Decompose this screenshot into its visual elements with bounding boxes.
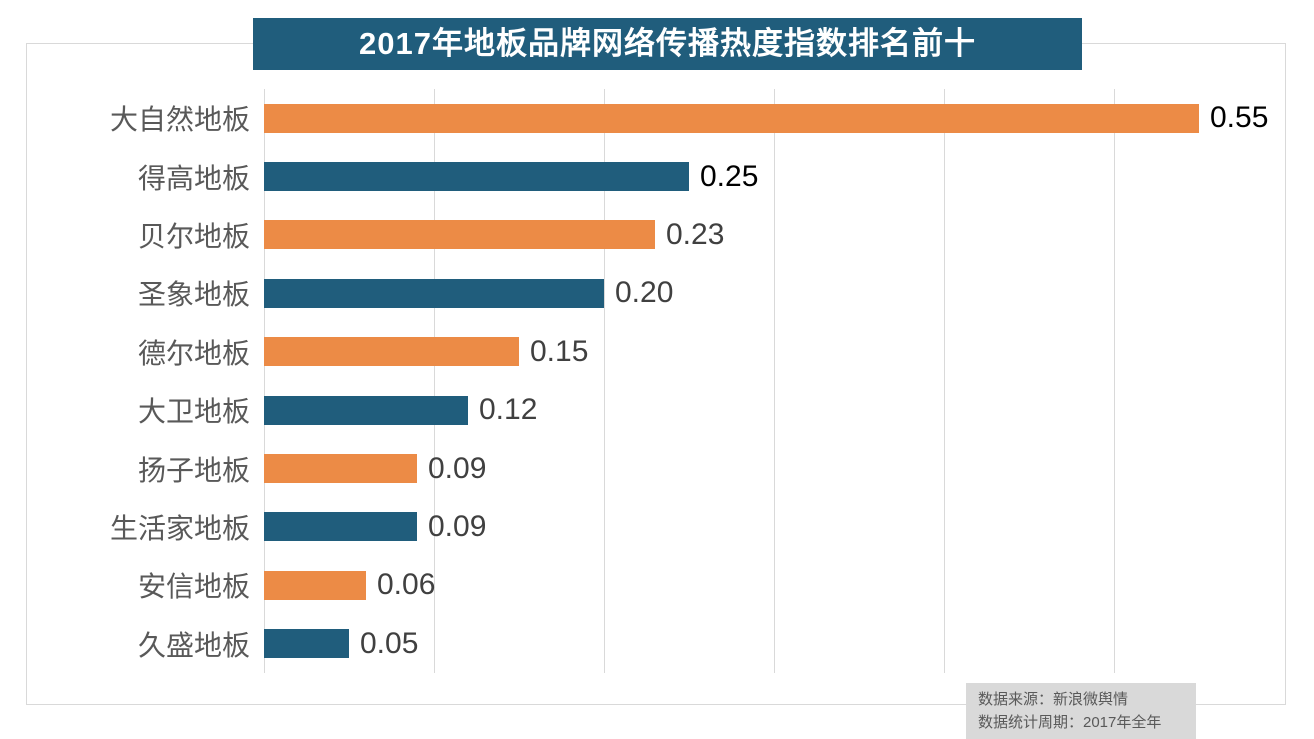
bar <box>264 162 689 192</box>
value-label: 0.09 <box>428 451 487 485</box>
bar-row: 圣象地板 0.20 <box>27 264 1285 322</box>
bar-row: 贝尔地板 0.23 <box>27 206 1285 264</box>
bar <box>264 278 604 308</box>
category-label: 贝尔地板 <box>137 220 250 252</box>
value-label: 0.09 <box>428 509 487 543</box>
category-label: 安信地板 <box>137 571 250 603</box>
chart-title: 2017年地板品牌网络传播热度指数排名前十 <box>359 26 976 61</box>
category-label: 得高地板 <box>137 162 250 194</box>
bar-rows: 大自然地板 0.55 得高地板 0.25 贝尔地板 0.23 圣象地板 0.20… <box>27 89 1285 673</box>
bar-row: 得高地板 0.25 <box>27 147 1285 205</box>
gridline <box>1114 89 1115 673</box>
source-note: 数据来源：新浪微舆情 数据统计周期：2017年全年 <box>966 683 1196 739</box>
category-label: 大自然地板 <box>109 104 250 136</box>
category-label: 生活家地板 <box>109 512 250 544</box>
value-label: 0.12 <box>479 393 538 427</box>
value-label: 0.05 <box>360 626 419 660</box>
value-label: 0.20 <box>615 276 674 310</box>
bar-row: 德尔地板 0.15 <box>27 323 1285 381</box>
category-label: 大卫地板 <box>137 396 250 428</box>
bar <box>264 337 519 367</box>
category-label: 德尔地板 <box>137 337 250 369</box>
bar-row: 扬子地板 0.09 <box>27 439 1285 497</box>
bar <box>264 512 417 542</box>
gridlines <box>264 89 1285 673</box>
bar-row: 大卫地板 0.12 <box>27 381 1285 439</box>
gridline <box>774 89 775 673</box>
source-line-1: 数据来源：新浪微舆情 <box>978 691 1129 708</box>
bar-row: 大自然地板 0.55 <box>27 89 1285 147</box>
bar-row: 生活家地板 0.09 <box>27 498 1285 556</box>
bar <box>264 395 468 425</box>
bar <box>264 570 366 600</box>
bar <box>264 103 1199 133</box>
value-label: 0.15 <box>530 334 589 368</box>
category-label: 扬子地板 <box>137 454 250 486</box>
chart-frame: 大自然地板 0.55 得高地板 0.25 贝尔地板 0.23 圣象地板 0.20… <box>26 43 1286 705</box>
gridline <box>944 89 945 673</box>
bar <box>264 629 349 659</box>
gridline <box>264 89 265 673</box>
bar <box>264 454 417 484</box>
category-label: 久盛地板 <box>137 629 250 661</box>
bar <box>264 220 655 250</box>
value-label: 0.06 <box>377 568 436 602</box>
value-label: 0.25 <box>700 159 759 193</box>
chart-title-banner: 2017年地板品牌网络传播热度指数排名前十 <box>253 18 1082 70</box>
source-line-2: 数据统计周期：2017年全年 <box>978 714 1162 732</box>
value-label: 0.55 <box>1210 101 1269 135</box>
category-label: 圣象地板 <box>137 279 250 311</box>
gridline <box>604 89 605 673</box>
gridline <box>434 89 435 673</box>
bar-row: 久盛地板 0.05 <box>27 615 1285 673</box>
value-label: 0.23 <box>666 217 725 251</box>
bar-row: 安信地板 0.06 <box>27 556 1285 614</box>
